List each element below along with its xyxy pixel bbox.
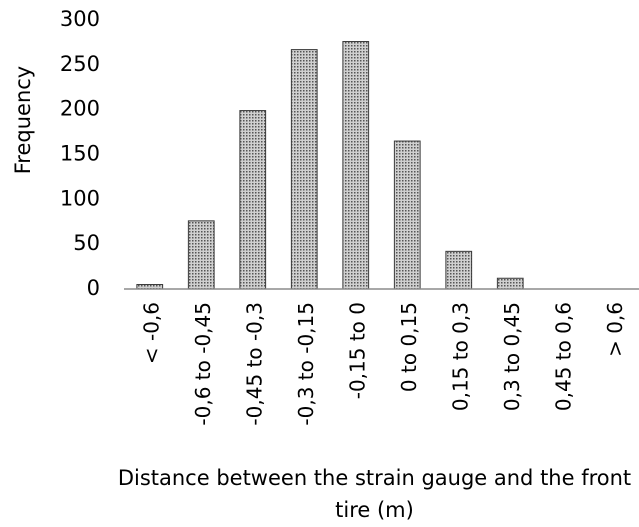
x-tick-label: 0,45 to 0,6 [551, 302, 575, 411]
x-tick-label: < -0,6 [139, 302, 163, 364]
bar [496, 277, 524, 290]
x-tick-label: -0,45 to -0,3 [242, 302, 266, 426]
bar [393, 140, 421, 290]
x-tick-label: 0 to 0,15 [397, 302, 421, 392]
x-tick-label: 0,15 to 0,3 [448, 302, 472, 411]
bar [187, 220, 215, 290]
x-tick-label: -0,15 to 0 [345, 302, 369, 399]
x-tick-label: -0,3 to -0,15 [294, 302, 318, 426]
x-tick-label: -0,6 to -0,45 [191, 302, 215, 426]
y-tick-label: 300 [60, 7, 100, 31]
x-tick-label: > 0,6 [603, 302, 627, 357]
y-tick-label: 200 [60, 97, 100, 121]
bar [342, 41, 370, 290]
y-tick-label: 250 [60, 52, 100, 76]
bar [290, 49, 318, 290]
y-tick-label: 0 [87, 276, 100, 300]
y-tick-label: 50 [73, 231, 100, 255]
y-tick-label: 150 [60, 142, 100, 166]
y-tick-label: 100 [60, 186, 100, 210]
bar [445, 250, 473, 290]
x-axis-title: Distance between the strain gauge and th… [117, 466, 632, 522]
x-tick-label: 0,3 to 0,45 [500, 302, 524, 411]
y-axis-title: Frequency [11, 66, 35, 175]
bar [239, 110, 267, 290]
